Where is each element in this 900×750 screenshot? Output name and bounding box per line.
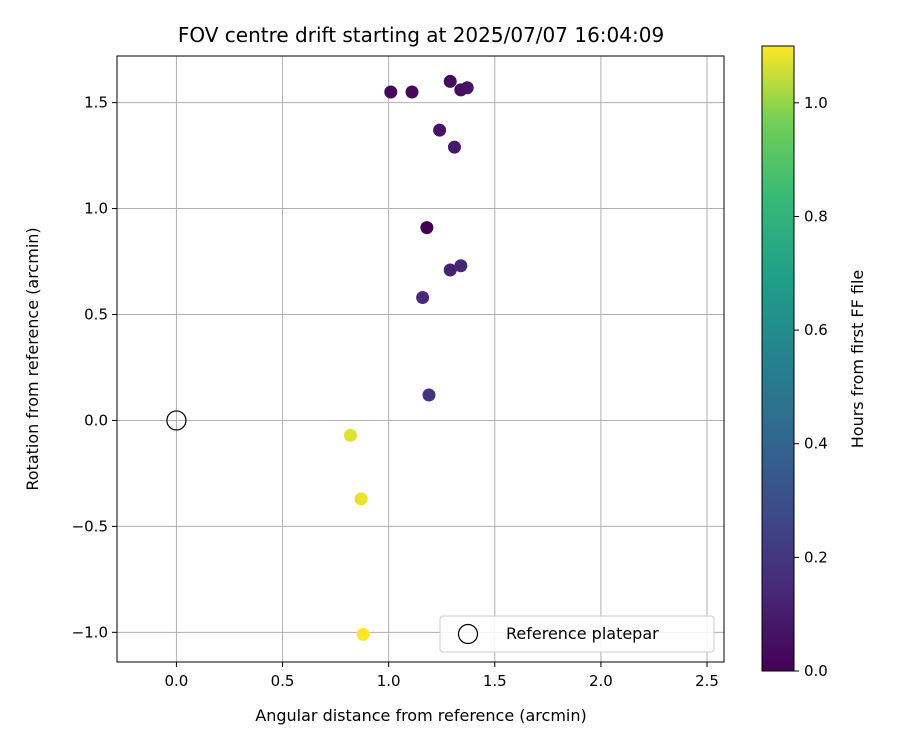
data-point [384,85,398,99]
x-tick-label: 1.5 [483,672,507,690]
data-points [166,74,474,641]
y-axis-ticks: −1.0 −0.5 0.0 0.5 1.0 1.5 [72,94,117,641]
x-tick-label: 0.5 [271,672,295,690]
colorbar-ticks: 0.0 0.2 0.4 0.6 0.8 1.0 [794,94,828,680]
y-tick-label: −1.0 [72,623,108,641]
data-point [356,627,370,641]
y-tick-label: −0.5 [72,517,108,535]
y-tick-label: 0.5 [84,306,108,324]
data-point [433,123,447,137]
data-point [443,74,457,88]
x-axis-ticks: 0.0 0.5 1.0 1.5 2.0 2.5 [164,662,719,690]
x-tick-label: 0.0 [164,672,188,690]
legend-box [439,615,715,653]
data-point [447,140,461,154]
data-point [460,81,474,95]
y-tick-label: 1.5 [84,94,108,112]
x-tick-label: 2.0 [589,672,613,690]
data-point [443,263,457,277]
colorbar-gradient [761,45,795,672]
data-point [420,221,434,235]
colorbar: 0.0 0.2 0.4 0.6 0.8 1.0 Hours from first FF f… [761,45,867,680]
colorbar-tick-label: 0.0 [804,662,828,680]
colorbar-tick-label: 0.6 [804,321,828,339]
x-axis-label: Angular distance from reference (arcmin) [255,706,586,725]
legend-reference-marker [457,623,479,645]
data-point [454,259,468,273]
reference-platepar-marker [166,410,187,431]
colorbar-tick-label: 0.4 [804,435,828,453]
y-tick-label: 1.0 [84,200,108,218]
plot-area-frame [116,55,725,663]
data-point [405,85,419,99]
data-point [422,388,436,402]
colorbar-tick-label: 0.2 [804,548,828,566]
colorbar-tick-label: 1.0 [804,94,828,112]
colorbar-label: Hours from first FF file [848,270,867,449]
x-tick-label: 2.5 [695,672,719,690]
chart-title: FOV centre drift starting at 2025/07/07 … [178,23,664,47]
legend-entry-reference: Reference platepar [506,624,659,643]
legend: Reference platepar [439,615,715,653]
x-tick-label: 1.0 [377,672,401,690]
colorbar-tick-label: 0.8 [804,207,828,225]
data-point [416,291,430,305]
y-axis-label: Rotation from reference (arcmin) [23,227,42,490]
data-point [343,428,357,442]
grid-lines [117,56,724,662]
data-point [354,492,368,506]
y-tick-label: 0.0 [84,411,108,429]
